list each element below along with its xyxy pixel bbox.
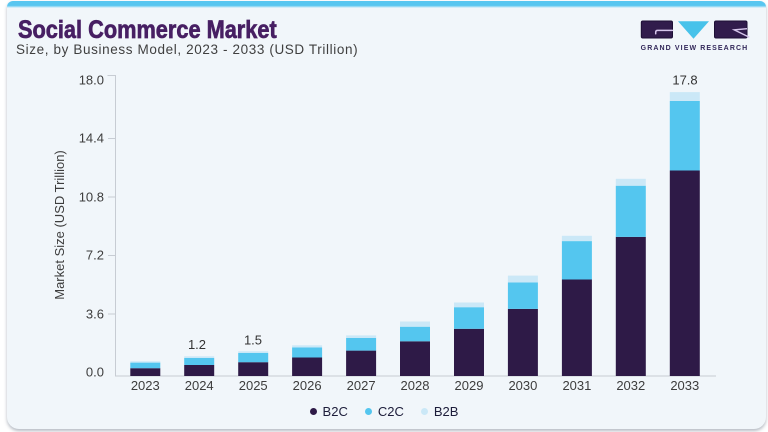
- svg-text:7.2: 7.2: [86, 248, 104, 263]
- svg-text:2026: 2026: [293, 378, 322, 393]
- svg-text:1.5: 1.5: [244, 333, 262, 348]
- svg-text:1.2: 1.2: [188, 337, 206, 352]
- svg-text:2027: 2027: [347, 378, 376, 393]
- svg-text:2029: 2029: [455, 378, 484, 393]
- svg-text:10.8: 10.8: [79, 190, 104, 205]
- svg-text:GRAND VIEW RESEARCH: GRAND VIEW RESEARCH: [641, 45, 749, 52]
- svg-text:18.0: 18.0: [79, 73, 104, 88]
- svg-text:0.0: 0.0: [86, 365, 104, 380]
- svg-text:17.8: 17.8: [672, 73, 697, 88]
- svg-text:2024: 2024: [185, 378, 214, 393]
- svg-text:2028: 2028: [401, 378, 430, 393]
- svg-text:2023: 2023: [131, 378, 160, 393]
- svg-text:3.6: 3.6: [86, 307, 104, 322]
- svg-text:2032: 2032: [616, 378, 645, 393]
- svg-text:14.4: 14.4: [79, 131, 104, 146]
- svg-text:2030: 2030: [508, 378, 537, 393]
- svg-text:Market Size (USD Trillion): Market Size (USD Trillion): [52, 150, 67, 300]
- svg-text:2025: 2025: [239, 378, 268, 393]
- svg-text:2033: 2033: [670, 378, 699, 393]
- svg-text:2031: 2031: [562, 378, 591, 393]
